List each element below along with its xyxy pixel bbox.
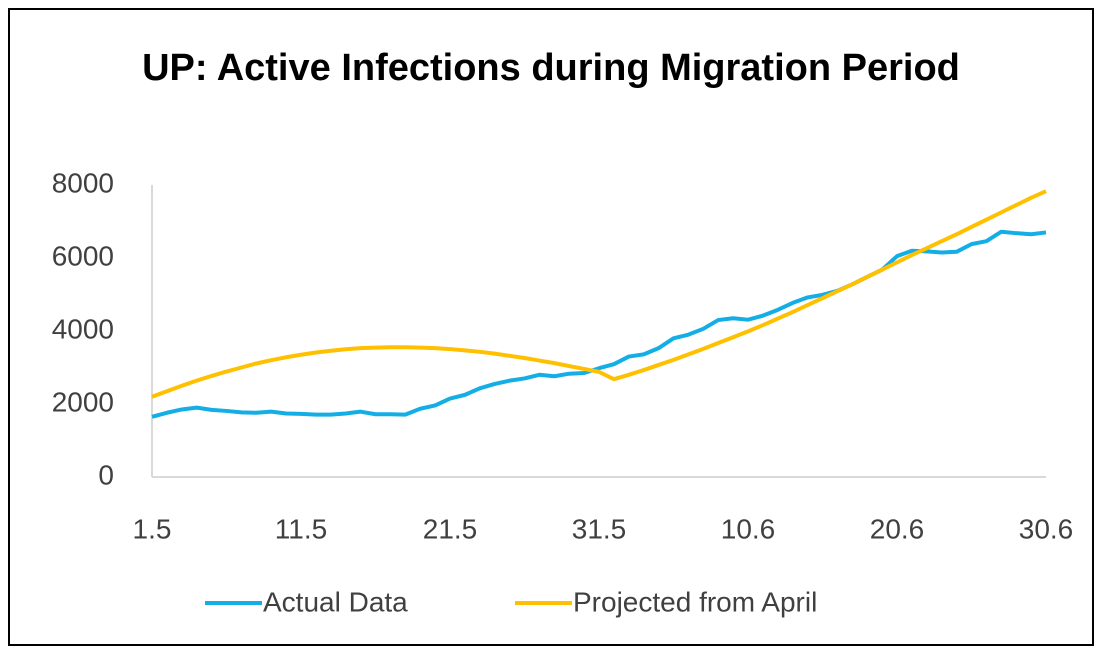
data-line	[151, 189, 1047, 399]
legend-label: Actual Data	[263, 586, 408, 617]
x-tick-label: 10.6	[721, 513, 776, 544]
data-line	[151, 229, 1047, 419]
chart-frame	[8, 8, 1094, 646]
x-tick-label: 1.5	[133, 513, 172, 544]
x-tick-label: 31.5	[572, 513, 627, 544]
x-tick-label: 11.5	[275, 513, 327, 544]
chart-title: UP: Active Infections during Migration P…	[142, 47, 960, 89]
y-tick-label: 4000	[52, 313, 114, 344]
y-tick-label: 0	[98, 459, 114, 490]
x-tick-label: 30.6	[1019, 513, 1074, 544]
legend-label: Projected from April	[573, 586, 817, 617]
x-tick-label: 21.5	[423, 513, 478, 544]
y-tick-label: 8000	[52, 167, 114, 198]
y-tick-label: 2000	[52, 386, 114, 417]
x-tick-label: 20.6	[870, 513, 925, 544]
y-tick-label: 6000	[52, 240, 114, 271]
